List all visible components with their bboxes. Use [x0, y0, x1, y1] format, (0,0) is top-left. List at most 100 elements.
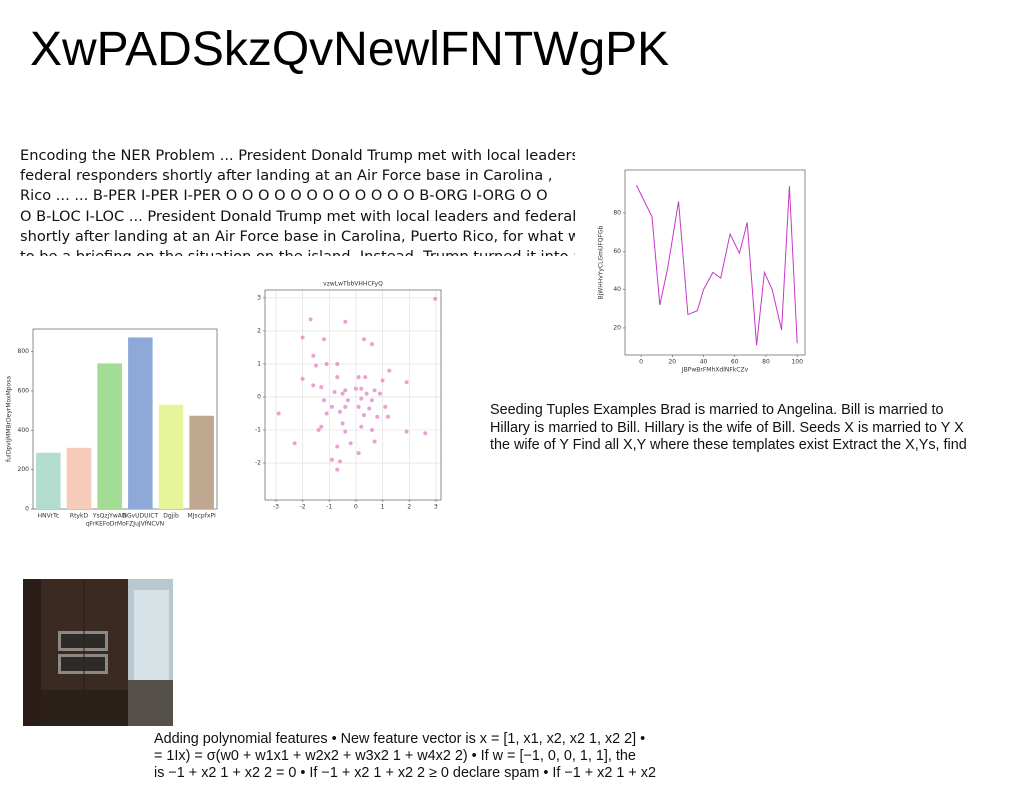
line — [635, 184, 798, 346]
x-tick-label: 1 — [381, 504, 385, 511]
x-tick-label: 80 — [762, 359, 770, 366]
kitchen-photo — [23, 579, 173, 726]
point — [316, 428, 321, 432]
x-tick-label: 2 — [407, 504, 411, 511]
point — [369, 342, 374, 347]
point — [367, 406, 372, 411]
point — [359, 424, 364, 429]
point — [343, 404, 348, 409]
plot-frame — [624, 169, 806, 356]
point — [353, 386, 358, 391]
bar — [189, 415, 214, 509]
point — [313, 363, 318, 368]
y-tick-label: 3 — [257, 294, 261, 301]
point — [324, 361, 329, 366]
point — [343, 429, 348, 434]
plot-frame — [32, 328, 218, 510]
x-tick-label: RtykD — [70, 513, 89, 520]
x-tick-label: 60 — [731, 359, 739, 366]
x-tick-label: -3 — [273, 504, 279, 511]
text-line: Seeding Tuples Examples Brad is married … — [490, 402, 944, 418]
text-line: is −1 + x2 1 + x2 2 = 0 • If −1 + x2 1 +… — [154, 765, 656, 781]
point — [324, 411, 329, 416]
x-tick-label: 100 — [791, 359, 803, 366]
x-tick-label: 0 — [639, 359, 643, 366]
y-tick-label: 40 — [613, 286, 621, 293]
text-line: federal responders shortly after landing… — [20, 167, 553, 185]
y-tick-label: 80 — [613, 209, 621, 216]
x-tick-label: 20 — [668, 359, 676, 366]
point — [329, 404, 334, 409]
point — [404, 429, 409, 434]
x-tick-label: -2 — [300, 504, 306, 511]
point — [292, 441, 297, 446]
y-tick-label: -1 — [255, 427, 261, 434]
slide-title: XwPADSkzQvNewlFNTWgPK — [30, 23, 670, 76]
x-tick-label: NGvUDUICT — [122, 513, 158, 520]
text-line: = 1Ix) = σ(w0 + w1x1 + w2x2 + w3x2 1 + w… — [154, 748, 636, 764]
point — [321, 398, 326, 403]
y-tick-label: -2 — [255, 460, 261, 467]
point — [372, 439, 377, 444]
x-tick-label: 3 — [434, 504, 438, 511]
x-tick-label: HNVrTc — [38, 513, 60, 520]
x-axis-label: JBPwBrFMhXdlNFkCZv — [681, 367, 749, 374]
x-tick-label: 0 — [354, 504, 358, 511]
point — [335, 375, 340, 380]
x-tick-label: YsQzjYwAD — [92, 513, 127, 520]
y-axis-label: fuIDpvIjMMBrDeyrMoxMposa — [6, 376, 13, 462]
point — [335, 361, 340, 366]
bar — [128, 337, 153, 509]
y-tick-label: 400 — [18, 427, 30, 434]
point — [311, 383, 316, 388]
y-tick-label: 0 — [257, 393, 261, 400]
point — [433, 296, 438, 301]
point — [329, 457, 334, 462]
point — [308, 317, 313, 322]
y-tick-label: 2 — [257, 327, 261, 334]
point — [276, 411, 281, 416]
point — [337, 409, 342, 414]
bar — [36, 452, 61, 509]
point — [356, 451, 361, 456]
text-block: Encoding the NER Problem ... President D… — [20, 146, 575, 256]
bar — [66, 447, 92, 509]
text-line: Encoding the NER Problem ... President D… — [20, 147, 575, 164]
chart: 0 200 400 600 800 qFrKEFoDrMoFZJuJVfNCVN fuIDp… — [6, 328, 218, 528]
point — [332, 390, 337, 395]
point — [361, 413, 366, 418]
text-block: Seeding Tuples Examples Brad is married … — [490, 402, 1024, 455]
point — [319, 424, 324, 429]
bar — [97, 363, 122, 509]
point — [343, 319, 348, 324]
point — [337, 459, 342, 464]
point — [343, 388, 348, 393]
point — [380, 378, 385, 383]
text-line: O B-LOC I-LOC ... President Donald Trump… — [20, 207, 575, 225]
point — [385, 414, 390, 419]
y-tick-label: 600 — [18, 387, 30, 394]
point — [369, 428, 374, 432]
point — [340, 421, 345, 426]
point — [356, 375, 361, 380]
point — [375, 414, 380, 419]
chart: 20 40 60 80 0 20 40 60 80 100 JBPwBrFMhXdlNFkCZv Bj… — [598, 169, 806, 374]
text-line: to be a briefing on the situation on the… — [20, 247, 575, 256]
x-tick-label: MJscpfxPI — [188, 513, 216, 520]
point — [372, 388, 377, 393]
chart-title: vzwLwTbbVHHCFyQ — [323, 281, 383, 288]
bar — [158, 404, 184, 509]
point — [377, 391, 382, 396]
point — [356, 404, 361, 409]
text-line: the wife of Y Find all X,Y where these t… — [490, 437, 967, 453]
point — [359, 396, 364, 401]
text-line: Rico ... ... B-PER I-PER I-PER O O O O O… — [20, 187, 548, 205]
y-tick-label: 60 — [613, 248, 621, 255]
x-tick-label: -1 — [326, 504, 332, 511]
point — [311, 353, 316, 358]
point — [361, 337, 366, 342]
point — [364, 391, 369, 396]
point — [348, 441, 353, 446]
